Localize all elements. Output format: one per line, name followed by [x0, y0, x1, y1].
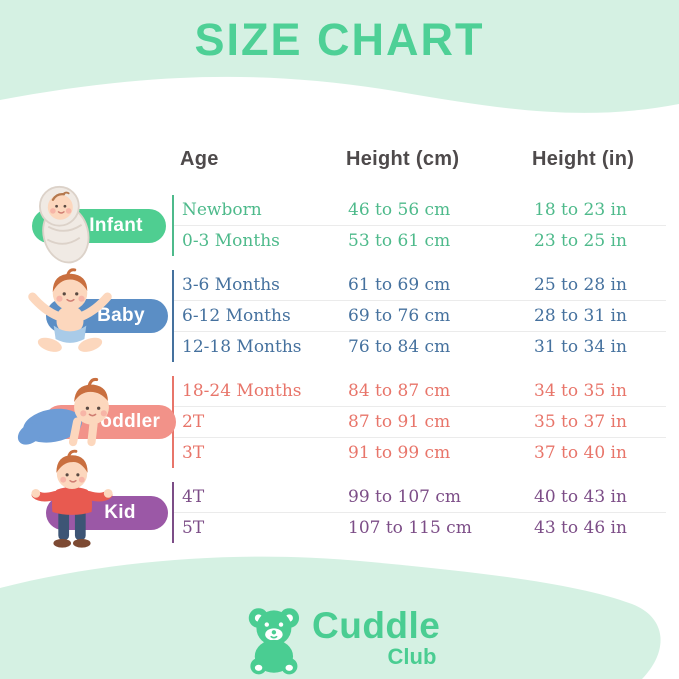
table-row: 0-3 Months 53 to 61 cm 23 to 25 in: [174, 226, 666, 256]
cell-height-cm: 53 to 61 cm: [348, 231, 451, 251]
cell-height-in: 31 to 34 in: [534, 337, 627, 357]
cell-height-in: 37 to 40 in: [534, 443, 627, 463]
group-pill-label: Baby: [97, 305, 145, 326]
cell-height-in: 40 to 43 in: [534, 487, 627, 507]
cell-height-in: 18 to 23 in: [534, 200, 627, 220]
crawling-toddler-illustration: [17, 377, 109, 446]
table-row: 12-18 Months 76 to 84 cm 31 to 34 in: [174, 332, 666, 362]
group-kid: Kid 4T 99 to 107 cm 40 to 43 in 5T 107 t…: [16, 449, 666, 548]
cell-age: 12-18 Months: [182, 337, 302, 357]
table-row: 6-12 Months 69 to 76 cm 28 to 31 in: [174, 301, 666, 332]
group-baby: Baby 3-6 Months 61 to 69 cm 25 to 28 in …: [16, 268, 666, 362]
cell-age: Newborn: [182, 200, 262, 220]
teddy-bear-icon: [248, 608, 300, 675]
table-row: Newborn 46 to 56 cm 18 to 23 in: [174, 195, 666, 226]
cell-height-in: 23 to 25 in: [534, 231, 627, 251]
group-label-cell-baby: Baby: [16, 268, 172, 362]
header-spacer: [16, 148, 172, 171]
standing-kid-illustration: [31, 449, 113, 548]
cell-age: 3T: [182, 443, 205, 463]
cell-height-cm: 87 to 91 cm: [348, 412, 451, 432]
table-row: 18-24 Months 84 to 87 cm 34 to 35 in: [174, 376, 666, 407]
size-table: Age Height (cm) Height (in): [16, 148, 666, 557]
table-header-row: Age Height (cm) Height (in): [16, 148, 666, 171]
cell-age: 0-3 Months: [182, 231, 280, 251]
cell-age: 5T: [182, 518, 205, 538]
white-card-wave: [0, 76, 679, 679]
cell-height-cm: 69 to 76 cm: [348, 306, 451, 326]
table-row: 5T 107 to 115 cm 43 to 46 in: [174, 513, 666, 543]
group-toddler: Toddler 18-24 Months 84 to 87 cm 34 to 3…: [16, 376, 666, 468]
cell-height-in: 35 to 37 in: [534, 412, 627, 432]
bottom-mint-wave: [0, 556, 661, 679]
table-row: 4T 99 to 107 cm 40 to 43 in: [174, 482, 666, 513]
group-rows-baby: 3-6 Months 61 to 69 cm 25 to 28 in 6-12 …: [172, 270, 666, 362]
cell-age: 2T: [182, 412, 205, 432]
group-label-cell-infant: Infant: [16, 185, 172, 263]
column-header-age: Age: [180, 148, 219, 170]
table-row: 2T 87 to 91 cm 35 to 37 in: [174, 407, 666, 438]
cell-height-cm: 91 to 99 cm: [348, 443, 451, 463]
column-header-height-cm: Height (cm): [346, 148, 460, 170]
page-title: SIZE CHART: [194, 14, 485, 65]
cell-height-in: 28 to 31 in: [534, 306, 627, 326]
group-rows-kid: 4T 99 to 107 cm 40 to 43 in 5T 107 to 11…: [172, 482, 666, 543]
column-header-height-in: Height (in): [532, 148, 635, 170]
group-label-cell-toddler: Toddler: [16, 376, 176, 468]
group-rows-infant: Newborn 46 to 56 cm 18 to 23 in 0-3 Mont…: [172, 195, 666, 256]
brand-text: Cuddle Club: [312, 606, 440, 670]
cell-age: 4T: [182, 487, 205, 507]
cell-height-cm: 76 to 84 cm: [348, 337, 451, 357]
cell-height-cm: 84 to 87 cm: [348, 381, 451, 401]
brand-subname: Club: [387, 644, 437, 669]
table-row: 3T 91 to 99 cm 37 to 40 in: [174, 438, 666, 468]
group-rows-toddler: 18-24 Months 84 to 87 cm 34 to 35 in 2T …: [172, 376, 666, 468]
cell-height-cm: 107 to 115 cm: [348, 518, 472, 538]
cell-age: 6-12 Months: [182, 306, 291, 326]
cell-age: 3-6 Months: [182, 275, 280, 295]
brand-name: Cuddle: [312, 605, 441, 646]
group-pill-label: Kid: [104, 501, 136, 523]
cell-height-cm: 99 to 107 cm: [348, 487, 461, 507]
group-label-cell-kid: Kid: [16, 449, 172, 548]
cell-age: 18-24 Months: [182, 381, 302, 401]
group-infant: Infant Newborn 46 to 56 cm 18 to 23 in 0…: [16, 185, 666, 263]
brand-logo: Cuddle Club: [244, 606, 440, 676]
cell-height-in: 25 to 28 in: [534, 275, 627, 295]
group-pill-label: Infant: [89, 214, 143, 236]
cell-height-in: 34 to 35 in: [534, 381, 627, 401]
cell-height-in: 43 to 46 in: [534, 518, 627, 538]
table-row: 3-6 Months 61 to 69 cm 25 to 28 in: [174, 270, 666, 301]
sitting-baby-illustration: [28, 268, 112, 352]
cell-height-cm: 61 to 69 cm: [348, 275, 451, 295]
swaddled-infant-illustration: [38, 185, 90, 263]
group-pill-label: Toddler: [89, 411, 161, 432]
cell-height-cm: 46 to 56 cm: [348, 200, 451, 220]
